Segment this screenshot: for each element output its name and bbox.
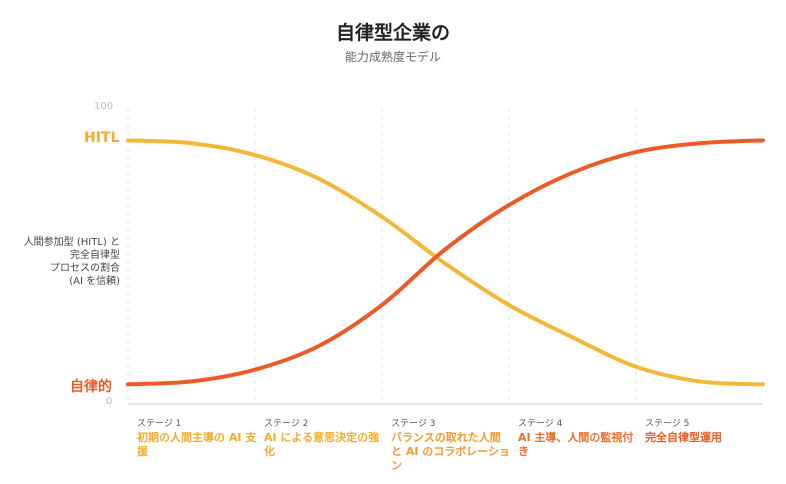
- stage-number: ステージ 1: [137, 419, 182, 429]
- stage-number: ステージ 3: [391, 419, 436, 429]
- stage-name: AI による意思決定の強化: [264, 431, 380, 458]
- stage-label-1: ステージ 1 初期の人間主導の AI 支援: [137, 416, 257, 459]
- chart-title: 自律型企業の: [335, 22, 450, 44]
- hitl-end-label: HITL: [84, 130, 120, 146]
- chart-subtitle: 能力成熟度モデル: [344, 50, 441, 64]
- stage-name: 初期の人間主導の AI 支援: [137, 431, 257, 458]
- stage-label-4: ステージ 4 AI 主導、人間の監視付き: [518, 416, 638, 459]
- stage-number: ステージ 5: [645, 419, 690, 429]
- stage-name: バランスの取れた人間と AI のコラボレーション: [391, 431, 511, 472]
- stage-label-3: ステージ 3 バランスの取れた人間と AI のコラボレーション: [391, 416, 511, 473]
- autonomous-end-label: 自律的: [70, 379, 112, 395]
- y-axis-label: 人間参加型 (HITL) と 完全自律型 プロセスの割合 (AI を信頼): [23, 237, 120, 287]
- stage-label-5: ステージ 5 完全自律型運用: [645, 416, 765, 445]
- stage-number: ステージ 2: [264, 419, 309, 429]
- stage-name: 完全自律型運用: [645, 431, 722, 444]
- y-tick-top: 100: [94, 101, 114, 112]
- stage-label-2: ステージ 2 AI による意思決定の強化: [264, 416, 384, 459]
- series-line-autonomous: [126, 138, 765, 387]
- series-line-hitl: [126, 138, 765, 387]
- stage-name: AI 主導、人間の監視付き: [518, 431, 634, 458]
- stage-number: ステージ 4: [518, 419, 563, 429]
- y-tick-bottom: 0: [106, 396, 113, 407]
